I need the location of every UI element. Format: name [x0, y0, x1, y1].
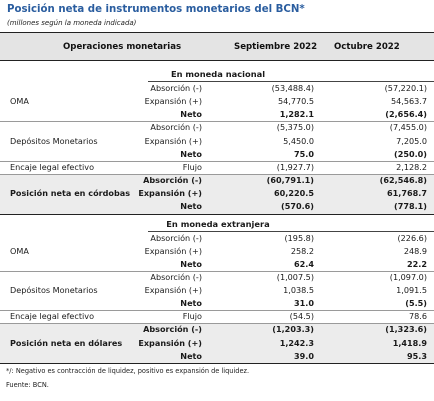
section-heading-foreign: En moneda extranjera	[166, 219, 270, 229]
row-label-encaje: Encaje legal efectivo	[10, 311, 95, 321]
table-row-total: Absorción (-) (60,791.1) (62,546.8)	[143, 175, 427, 185]
row-divider	[0, 323, 434, 324]
header-operations: Operaciones monetarias	[63, 42, 182, 52]
section-underline	[148, 231, 434, 232]
table-row-net: Neto 1,282.1 (2,656.4)	[180, 109, 427, 119]
row-label-oma: OMA	[10, 96, 29, 106]
row-label-depositos: Depósitos Monetarios	[10, 285, 98, 295]
row-label-depositos: Depósitos Monetarios	[10, 136, 98, 146]
table-row-total-net: Neto 39.0 95.3	[180, 351, 427, 361]
row-divider	[0, 174, 434, 175]
section-rule	[0, 214, 434, 215]
row-label-encaje: Encaje legal efectivo	[10, 162, 95, 172]
header-october: Octubre 2022	[334, 42, 400, 52]
table-row-net: Neto 31.0 (5.5)	[180, 298, 427, 308]
row-label-oma: OMA	[10, 246, 29, 256]
table-row: Depósitos Monetarios Expansión (+) 1,038…	[10, 285, 427, 295]
total-block-shade	[0, 323, 434, 363]
table-header: Operaciones monetarias Septiembre 2022 O…	[0, 32, 434, 61]
row-divider	[0, 310, 434, 311]
table-row-net: Neto 75.0 (250.0)	[180, 149, 427, 159]
table-row: Absorción (-) (5,375.0) (7,455.0)	[150, 122, 427, 132]
table-row-total: Posición neta en córdobas Expansión (+) …	[10, 188, 427, 198]
table-subtitle: (millones según la moneda indicada)	[7, 19, 137, 27]
table-row: Encaje legal efectivo Flujo (54.5) 78.6	[10, 311, 427, 321]
row-label-total-dolares: Posición neta en dólares	[10, 338, 123, 348]
row-divider	[0, 121, 434, 122]
table-row: OMA Expansión (+) 54,770.5 54,563.7	[10, 96, 427, 106]
footnote: */: Negativo es contracción de liquidez,…	[6, 367, 250, 375]
table-title: Posición neta de instrumentos monetarios…	[7, 4, 305, 15]
row-divider	[0, 271, 434, 272]
total-block-shade	[0, 174, 434, 214]
row-divider	[0, 161, 434, 162]
table-row-total: Posición neta en dólares Expansión (+) 1…	[10, 338, 427, 348]
table-row: OMA Expansión (+) 258.2 248.9	[10, 246, 427, 256]
table-row-total: Absorción (-) (1,203.3) (1,323.6)	[143, 324, 427, 334]
table-row: Absorción (-) (195.8) (226.6)	[150, 233, 427, 243]
table-row-total-net: Neto (570.6) (778.1)	[180, 201, 427, 211]
table-row: Absorción (-) (1,007.5) (1,097.0)	[150, 272, 427, 282]
section-underline	[148, 81, 434, 82]
table-row: Absorción (-) (53,488.4) (57,220.1)	[150, 83, 427, 93]
row-label-total-cordobas: Posición neta en córdobas	[10, 188, 131, 198]
table-row: Depósitos Monetarios Expansión (+) 5,450…	[10, 136, 427, 146]
table-bottom-rule	[0, 363, 434, 364]
header-september: Septiembre 2022	[234, 42, 318, 52]
section-heading-national: En moneda nacional	[170, 69, 266, 79]
source-note: Fuente: BCN.	[6, 381, 49, 389]
table-row: Encaje legal efectivo Flujo (1,927.7) 2,…	[10, 162, 427, 172]
table-row-net: Neto 62.4 22.2	[180, 259, 427, 269]
